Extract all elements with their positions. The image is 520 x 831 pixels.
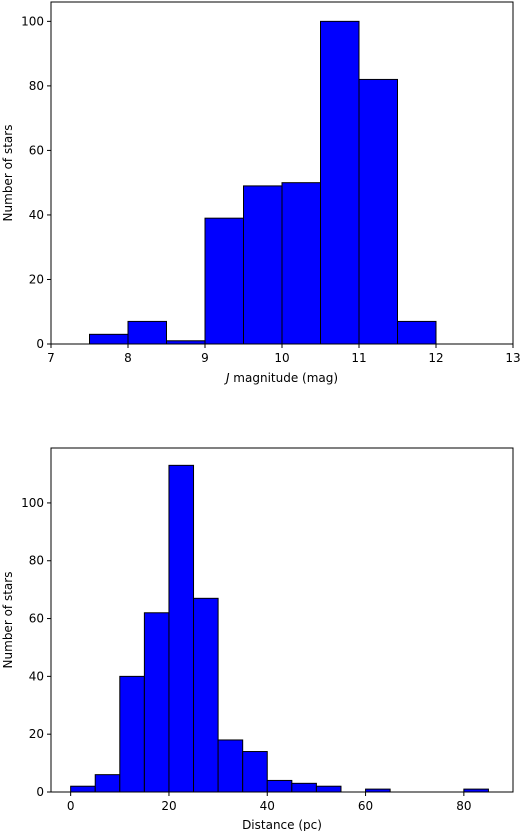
distance-histogram-ytick-label-20: 20 xyxy=(29,727,44,741)
distance-histogram-ytick-label-40: 40 xyxy=(29,669,44,683)
distance-histogram-xtick-label-60: 60 xyxy=(358,799,373,813)
magnitude-histogram-bar-1 xyxy=(127,320,167,345)
distance-histogram-bar-10 xyxy=(315,785,342,793)
distance-histogram-bar-4 xyxy=(168,464,195,793)
distance-histogram-xtick-label-80: 80 xyxy=(456,799,471,813)
magnitude-histogram-xlabel-text: magnitude (mag) xyxy=(229,371,338,385)
distance-histogram-bar-5 xyxy=(193,597,219,793)
distance-histogram-bar-1 xyxy=(94,774,121,793)
magnitude-histogram-bar-0 xyxy=(89,333,129,345)
magnitude-histogram-ytick-label-0: 0 xyxy=(36,337,44,351)
magnitude-histogram-xtick-label-10: 10 xyxy=(274,351,289,365)
distance-histogram-panel: Distance (pc) Number of stars 0 20 40 60 80 0… xyxy=(1,447,514,831)
distance-histogram-axes-frame xyxy=(50,447,514,793)
distance-histogram-ytick-label-80: 80 xyxy=(29,554,44,568)
magnitude-histogram-ytick-label-60: 60 xyxy=(29,143,44,157)
magnitude-histogram-bar-3 xyxy=(204,217,244,345)
distance-histogram-xtick-label-40: 40 xyxy=(260,799,275,813)
distance-histogram-ytick-label-0: 0 xyxy=(36,785,44,799)
magnitude-histogram-xtick-label-11: 11 xyxy=(351,351,366,365)
magnitude-histogram-bar-5 xyxy=(281,182,321,345)
magnitude-histogram-bar-8 xyxy=(397,320,437,345)
distance-histogram-bar-2 xyxy=(119,675,145,793)
distance-histogram-xtick-label-20: 20 xyxy=(161,799,176,813)
magnitude-histogram-xtick-label-8: 8 xyxy=(124,351,132,365)
magnitude-histogram-ytick-label-100: 100 xyxy=(21,14,44,28)
distance-histogram-bar-9 xyxy=(291,782,317,793)
magnitude-histogram-ylabel: Number of stars xyxy=(1,125,15,222)
distance-histogram-bar-0 xyxy=(70,785,96,793)
magnitude-histogram-xtick-label-12: 12 xyxy=(428,351,443,365)
magnitude-histogram-xtick-label-7: 7 xyxy=(47,351,55,365)
distance-histogram-bar-7 xyxy=(242,751,268,793)
distance-histogram-bar-6 xyxy=(217,739,244,793)
distance-histogram-ytick-label-60: 60 xyxy=(29,612,44,626)
magnitude-histogram-xtick-label-13: 13 xyxy=(505,351,520,365)
magnitude-histogram-ytick-label-40: 40 xyxy=(29,208,44,222)
magnitude-histogram-ytick-label-20: 20 xyxy=(29,272,44,286)
magnitude-histogram-bar-6 xyxy=(320,20,360,345)
magnitude-histogram-panel: J magnitude (mag) Number of stars 7 8 9 10 1… xyxy=(1,1,520,385)
distance-histogram-xlabel: Distance (pc) xyxy=(242,818,322,831)
magnitude-histogram-xtick-label-9: 9 xyxy=(201,351,209,365)
distance-histogram-bar-8 xyxy=(266,779,293,793)
magnitude-histogram-bar-4 xyxy=(243,185,283,345)
distance-histogram-bar-3 xyxy=(143,612,170,793)
distance-histogram-ytick-label-100: 100 xyxy=(21,496,44,510)
distance-histogram-xtick-label-0: 0 xyxy=(67,799,75,813)
magnitude-histogram-bar-7 xyxy=(358,78,398,345)
magnitude-histogram-ytick-label-80: 80 xyxy=(29,79,44,93)
magnitude-histogram-xlabel-symbol: J xyxy=(224,371,230,385)
magnitude-histogram-xlabel: J magnitude (mag) xyxy=(224,371,338,385)
distance-histogram-ylabel: Number of stars xyxy=(1,572,15,669)
